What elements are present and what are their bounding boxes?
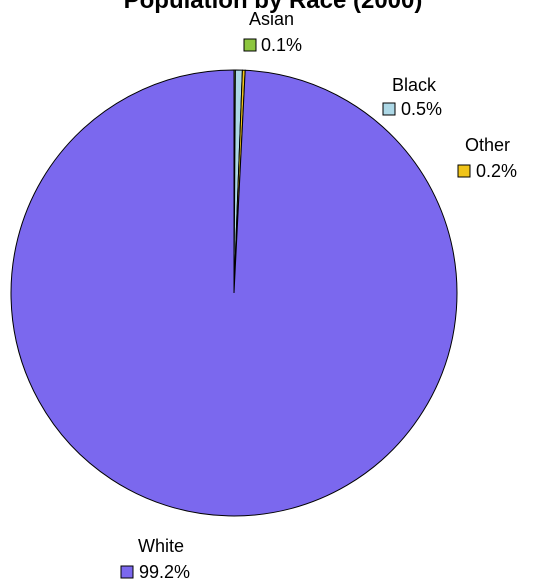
label-white: White	[138, 536, 184, 556]
label-other: Other	[465, 135, 510, 155]
label-asian: Asian	[249, 9, 294, 29]
legend-black: Black 0.5%	[382, 75, 442, 119]
value-asian: 0.1%	[261, 35, 302, 55]
swatch-other	[457, 164, 471, 178]
swatch-white	[120, 565, 134, 579]
value-black: 0.5%	[401, 99, 442, 119]
legend-white: White 99.2%	[120, 536, 190, 582]
value-other: 0.2%	[476, 161, 517, 181]
slice-white	[10, 69, 458, 517]
label-black: Black	[392, 75, 437, 95]
swatch-asian	[243, 38, 257, 52]
swatch-black	[382, 102, 396, 116]
chart-title: Population by Race (2000)	[124, 0, 423, 14]
legend-asian: Asian 0.1%	[243, 9, 302, 55]
legend-other: Other 0.2%	[457, 135, 517, 181]
value-white: 99.2%	[139, 562, 190, 582]
